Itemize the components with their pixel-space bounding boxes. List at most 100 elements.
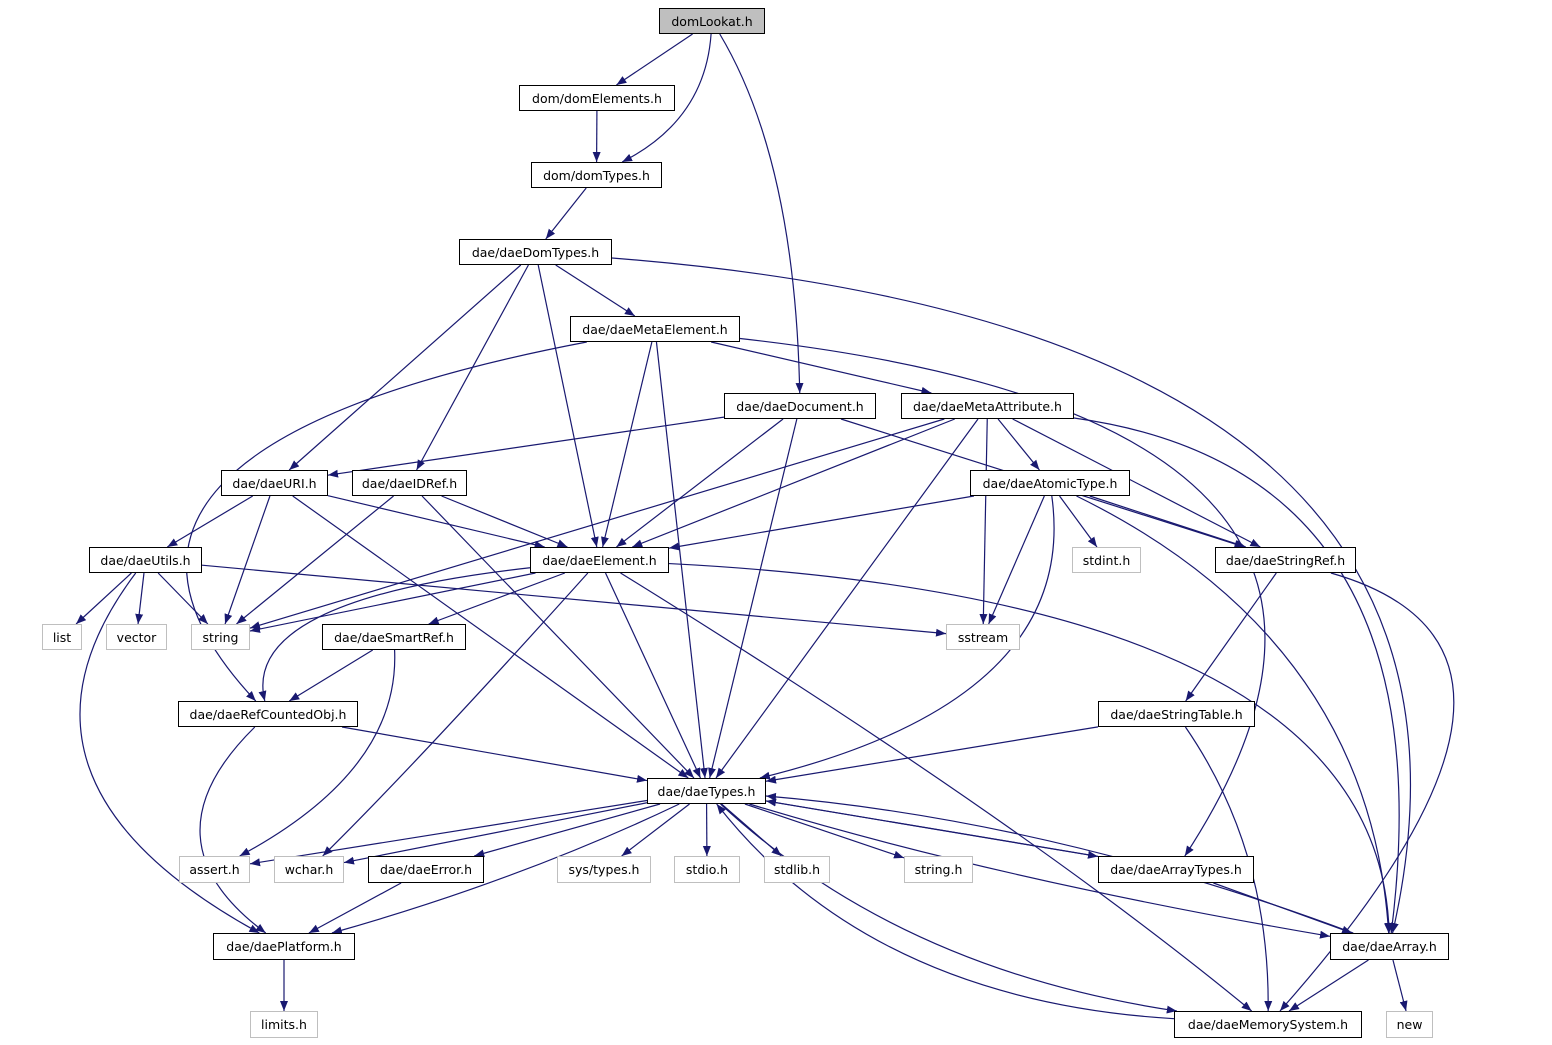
edge-dae-daeelement-h-to-dae-daesmartref-h (428, 572, 566, 625)
edge-dae-daemetaattribute-h-to-string (249, 418, 945, 630)
edge-dae-daeuri-h-to-dae-daetypes-h (292, 495, 689, 779)
edge-dae-daeelement-h-to-wchar-h (322, 572, 589, 857)
edge-dae-daestringref-h-to-dae-daestringtable-h (1185, 572, 1277, 702)
edge-dae-daeuri-h-to-dae-daeelement-h (327, 495, 545, 549)
edge-dae-daeutils-h-to-string (157, 572, 209, 625)
node-dae-daeplatform-h[interactable]: dae/daePlatform.h (213, 933, 355, 960)
node-dae-daemetaelement-h[interactable]: dae/daeMetaElement.h (570, 316, 740, 342)
node-wchar-h: wchar.h (274, 856, 344, 883)
edge-dae-daeatomictype-h-to-dae-daetypes-h (759, 495, 1055, 780)
node-dae-daesmartref-h[interactable]: dae/daeSmartRef.h (322, 624, 466, 650)
edge-dae-daeuri-h-to-string (224, 495, 271, 625)
edge-dae-daemetaattribute-h-to-dae-daeatomictype-h (997, 418, 1040, 471)
edge-domlookat-h-to-dom-domtypes-h (621, 33, 712, 163)
edge-dae-daeidref-h-to-dae-daetypes-h (421, 495, 695, 779)
edge-dae-daeidref-h-to-string (236, 495, 394, 625)
edge-dae-daedocument-h-to-dae-daeelement-h (616, 418, 784, 548)
edge-dae-daemetaelement-h-to-dae-daeelement-h (601, 341, 653, 548)
edge-dae-daetypes-h-to-sys-types-h (621, 803, 690, 857)
node-assert-h: assert.h (179, 856, 250, 883)
edge-dae-daeuri-h-to-dae-daeutils-h (166, 495, 254, 548)
node-dae-daerefcountedobj-h[interactable]: dae/daeRefCountedObj.h (178, 701, 358, 727)
node-stdint-h: stdint.h (1072, 547, 1141, 573)
edge-dae-daetypes-h-to-assert-h (249, 799, 648, 867)
edge-dae-daeutils-h-to-dae-daeplatform-h (79, 572, 260, 934)
edge-domlookat-h-to-dae-daedocument-h (719, 33, 804, 394)
node-new: new (1386, 1011, 1433, 1038)
node-dae-daedomtypes-h[interactable]: dae/daeDomTypes.h (459, 239, 612, 265)
node-dom-domelements-h[interactable]: dom/domElements.h (519, 85, 675, 111)
node-dae-daearraytypes-h[interactable]: dae/daeArrayTypes.h (1098, 856, 1254, 883)
edge-dae-daetypes-h-to-string-h (744, 803, 905, 859)
edge-dae-daearray-h-to-new (1392, 959, 1408, 1012)
edge-dae-daearraytypes-h-to-dae-daetypes-h (765, 798, 1099, 858)
node-dae-daeuri-h[interactable]: dae/daeURI.h (221, 470, 328, 496)
node-dae-daemetaattribute-h[interactable]: dae/daeMetaAttribute.h (901, 393, 1074, 419)
node-sstream: sstream (946, 624, 1020, 650)
edge-dae-daeutils-h-to-vector (135, 572, 145, 625)
edge-dae-daerefcountedobj-h-to-dae-daetypes-h (341, 726, 648, 783)
edge-dae-daesmartref-h-to-assert-h (239, 649, 396, 857)
edge-dae-daememorysystem-h-to-dae-daetypes-h (716, 803, 1175, 1020)
node-vector: vector (106, 624, 167, 650)
edge-dom-domtypes-h-to-dae-daedomtypes-h (545, 187, 587, 240)
node-list: list (42, 624, 82, 650)
edge-dae-daeelement-h-to-dae-daetypes-h (604, 572, 702, 779)
node-dom-domtypes-h[interactable]: dom/domTypes.h (531, 162, 662, 188)
edge-dae-daeatomictype-h-to-dae-daearray-h (1076, 495, 1392, 934)
edge-dae-daeelement-h-to-dae-daememorysystem-h (620, 572, 1253, 1012)
edge-dae-daearray-h-to-dae-daememorysystem-h (1288, 959, 1369, 1012)
edge-dae-daesmartref-h-to-dae-daerefcountedobj-h (288, 649, 374, 702)
edge-dae-daeatomictype-h-to-dae-daeelement-h (668, 495, 975, 551)
node-dae-daememorysystem-h[interactable]: dae/daeMemorySystem.h (1174, 1011, 1362, 1038)
edge-dae-daemetaattribute-h-to-dae-daeelement-h (632, 418, 955, 548)
edge-dae-daedomtypes-h-to-dae-daemetaelement-h (555, 264, 636, 317)
edge-dae-daearray-h-to-dae-daetypes-h (765, 792, 1354, 934)
node-dae-daeidref-h[interactable]: dae/daeIDRef.h (352, 470, 467, 496)
node-dae-daetypes-h[interactable]: dae/daeTypes.h (647, 778, 766, 804)
edge-dae-daeelement-h-to-dae-daerefcountedobj-h (258, 567, 531, 702)
edge-dae-daeatomictype-h-to-dae-daestringref-h (1089, 495, 1246, 548)
node-dae-daedocument-h[interactable]: dae/daeDocument.h (724, 393, 876, 419)
edge-dae-daedomtypes-h-to-dae-daeelement-h (537, 264, 599, 548)
edge-dae-daerefcountedobj-h-to-dae-daeplatform-h (199, 726, 267, 934)
edge-dae-daeatomictype-h-to-sstream (988, 495, 1045, 625)
node-sys-types-h: sys/types.h (557, 856, 651, 883)
edge-dae-daetypes-h-to-dae-daememorysystem-h (720, 803, 1177, 1014)
node-dae-daearray-h[interactable]: dae/daeArray.h (1330, 933, 1449, 960)
edge-dae-daetypes-h-to-dae-daeplatform-h (331, 803, 680, 935)
edge-dae-daedomtypes-h-to-dae-daeuri-h (288, 264, 522, 471)
node-string-h: string.h (904, 856, 973, 883)
node-limits-h: limits.h (250, 1011, 318, 1038)
node-dae-daeutils-h[interactable]: dae/daeUtils.h (89, 547, 202, 573)
node-dae-daeelement-h[interactable]: dae/daeElement.h (530, 547, 669, 573)
edge-dae-daestringref-h-to-dae-daememorysystem-h (1279, 572, 1455, 1012)
edge-dae-daeutils-h-to-sstream (201, 564, 947, 637)
edge-dae-daestringtable-h-to-dae-daetypes-h (765, 726, 1099, 784)
edge-dae-daemetaattribute-h-to-sstream (979, 418, 988, 625)
node-stdio-h: stdio.h (674, 856, 740, 883)
edge-dae-daetypes-h-to-dae-daearray-h (749, 803, 1331, 939)
edge-dae-daemetaelement-h-to-dae-daemetaattribute-h (711, 341, 932, 395)
edge-dae-daeutils-h-to-list (75, 572, 132, 625)
edge-dae-daeelement-h-to-string (249, 572, 536, 633)
node-dae-daestringtable-h[interactable]: dae/daeStringTable.h (1098, 701, 1255, 727)
edge-dae-daemetaelement-h-to-dae-daetypes-h (655, 341, 708, 779)
node-dae-daestringref-h[interactable]: dae/daeStringRef.h (1215, 547, 1356, 573)
edge-domlookat-h-to-dom-domelements-h (616, 33, 693, 86)
node-stdlib-h: stdlib.h (764, 856, 830, 883)
edge-dae-daetypes-h-to-dae-daeerror-h (474, 803, 661, 858)
edge-dae-daemetaattribute-h-to-dae-daetypes-h (715, 418, 979, 779)
edge-dae-daeidref-h-to-dae-daeelement-h (441, 495, 568, 548)
edge-dae-daeerror-h-to-dae-daeplatform-h (308, 882, 402, 934)
edge-dae-daedomtypes-h-to-dae-daearray-h (611, 257, 1412, 934)
edge-dae-daemetaelement-h-to-dae-daearraytypes-h (739, 337, 1266, 857)
node-dae-daeatomictype-h[interactable]: dae/daeAtomicType.h (970, 470, 1130, 496)
edge-dae-daetypes-h-to-wchar-h (343, 802, 648, 865)
node-dae-daeerror-h[interactable]: dae/daeError.h (368, 856, 484, 883)
node-domlookat-h[interactable]: domLookat.h (659, 8, 765, 34)
edge-dae-daedocument-h-to-dae-daetypes-h (708, 418, 798, 779)
edge-dae-daemetaattribute-h-to-dae-daestringref-h (1012, 418, 1261, 548)
